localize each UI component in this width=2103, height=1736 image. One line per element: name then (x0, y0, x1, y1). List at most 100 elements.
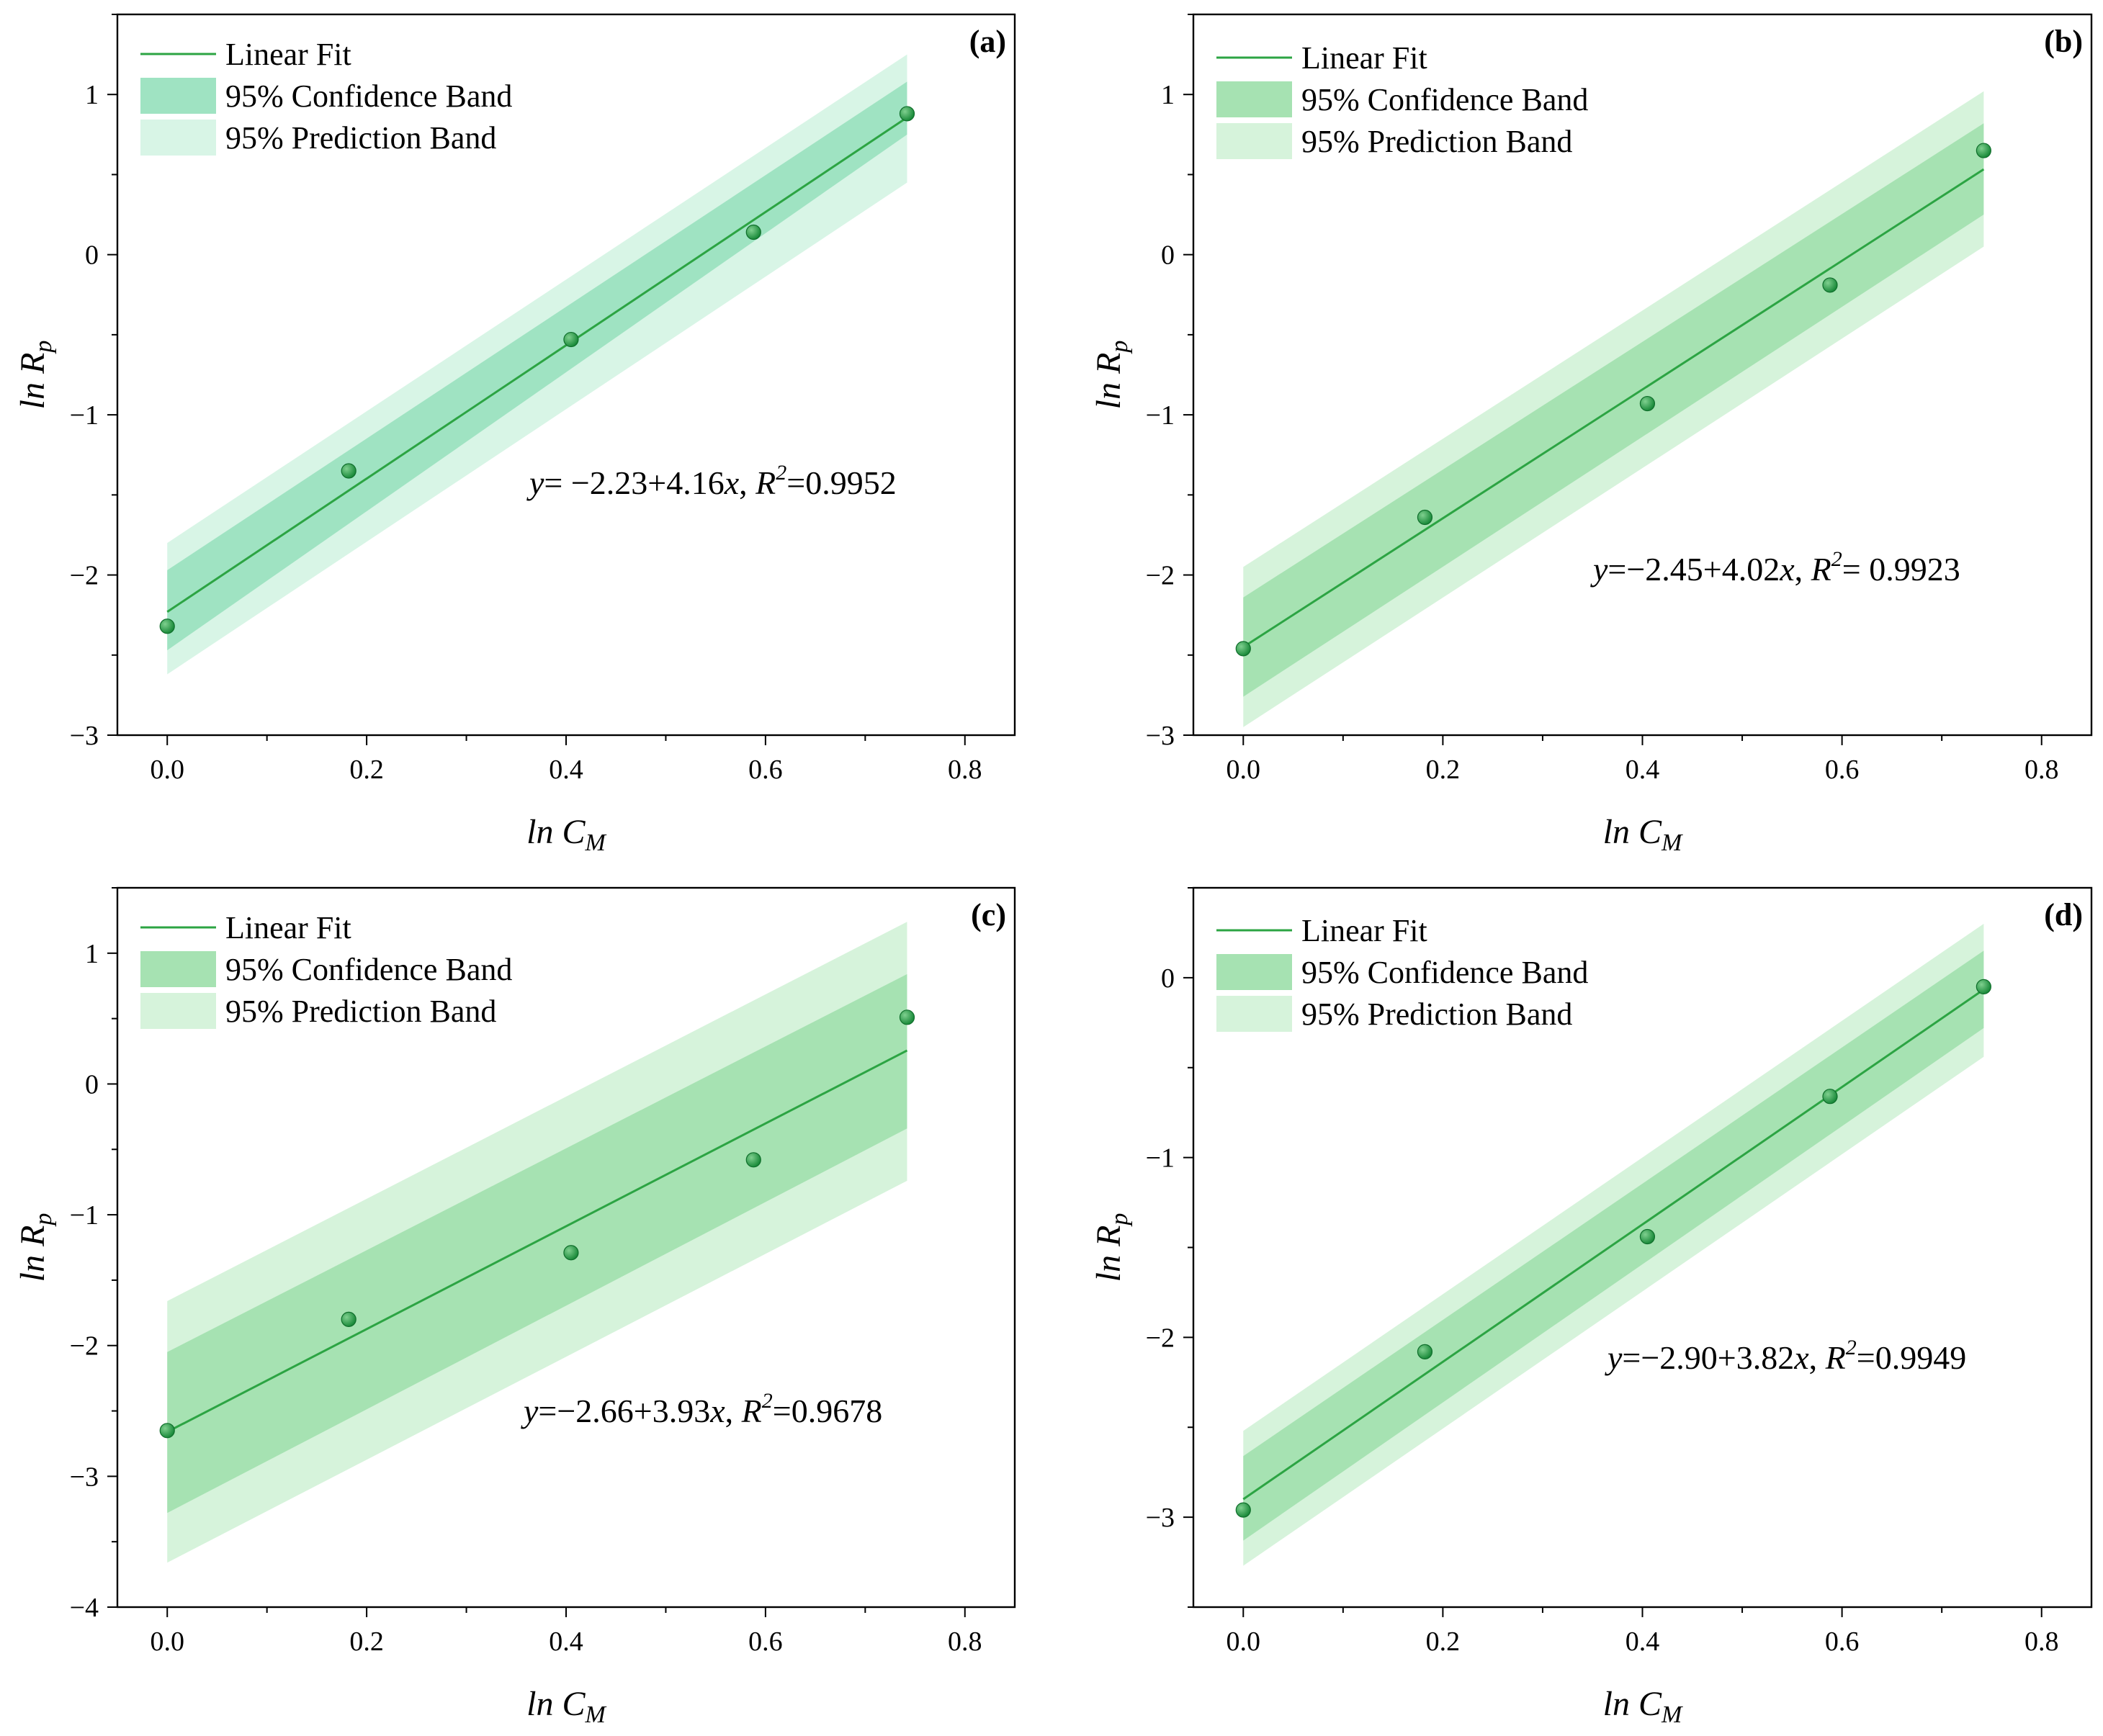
data-point (563, 331, 579, 348)
y-tick-label: 1 (85, 939, 99, 969)
data-point (899, 106, 915, 122)
equation-separator: , (725, 1393, 742, 1429)
x-tick-label: 0.2 (349, 755, 384, 785)
x-tick-label: 0.8 (948, 1627, 982, 1657)
equation-x: x (1793, 1339, 1809, 1376)
equation-x: x (709, 1393, 725, 1429)
y-axis-title: ln Rp (14, 341, 57, 410)
regression-equation: y=−2.66+3.93x, R2=0.9678 (521, 1389, 882, 1429)
legend-prediction-label: 95% Prediction Band (225, 120, 496, 156)
legend-prediction-swatch (1216, 996, 1292, 1032)
y-axis-title-subscript: p (1106, 1213, 1133, 1227)
y-tick-label: 0 (1161, 240, 1175, 271)
regression-equation: y=−2.45+4.02x, R2= 0.9923 (1590, 547, 1960, 588)
y-tick-label: −1 (1146, 1143, 1175, 1174)
x-tick-label: 0.0 (1227, 755, 1261, 785)
fit-line (1242, 168, 1985, 648)
equation-r-squared: =0.9678 (773, 1393, 882, 1429)
x-tick-label: 0.0 (150, 755, 184, 785)
data-point (1639, 395, 1656, 412)
legend-prediction-swatch (140, 120, 216, 156)
y-axis-title-main: ln R (1090, 353, 1128, 410)
x-axis-title: ln CM (1603, 813, 1683, 856)
data-point (1417, 509, 1433, 526)
y-axis-title-main: ln R (14, 353, 52, 410)
legend-prediction-swatch (140, 993, 216, 1029)
fit-line (166, 1049, 908, 1433)
data-point (1639, 1228, 1656, 1245)
data-point (1822, 1089, 1838, 1105)
legend-confidence-label: 95% Confidence Band (225, 952, 512, 987)
legend-fit-label: Linear Fit (225, 910, 351, 945)
y-tick-label: 0 (85, 240, 99, 271)
equation-y: y (1605, 1339, 1623, 1376)
regression-equation: y=−2.90+3.82x, R2=0.9949 (1605, 1336, 1966, 1376)
x-axis-title: ln CM (526, 1685, 606, 1728)
x-axis-title-subscript: M (1661, 829, 1683, 856)
x-tick-label: 0.2 (1426, 1627, 1461, 1657)
equation-coefficients: =−2.66+3.93 (538, 1393, 710, 1429)
equation-r-superscript: 2 (776, 461, 786, 485)
y-tick-label: 0 (1161, 963, 1175, 994)
data-point (341, 463, 357, 479)
legend-prediction-label: 95% Prediction Band (225, 994, 496, 1029)
equation-x: x (724, 464, 740, 501)
x-tick-label: 0.4 (549, 755, 583, 785)
legend-prediction-label: 95% Prediction Band (1301, 124, 1572, 159)
x-axis-title-subscript: M (585, 1701, 607, 1728)
confidence-band (1243, 123, 1984, 697)
equation-x: x (1779, 551, 1795, 588)
legend-confidence-label: 95% Confidence Band (1301, 82, 1588, 117)
legend-confidence-swatch (1216, 954, 1292, 990)
legend-confidence-label: 95% Confidence Band (225, 78, 512, 114)
fit-line (166, 116, 908, 613)
confidence-band (167, 973, 907, 1514)
data-point (899, 1009, 915, 1025)
y-axis-title: ln Rp (14, 1213, 57, 1282)
y-tick-label: −3 (70, 1462, 99, 1492)
y-axis-title: ln Rp (1090, 341, 1133, 410)
y-tick-label: −3 (1146, 721, 1175, 751)
y-tick-label: −1 (70, 1200, 99, 1231)
y-tick-label: −4 (70, 1593, 99, 1623)
equation-coefficients: = −2.23+4.16 (544, 464, 724, 501)
equation-separator: , (1795, 551, 1811, 588)
legend-confidence-label: 95% Confidence Band (1301, 955, 1588, 990)
data-point (745, 1152, 761, 1168)
y-tick-label: −3 (1146, 1503, 1175, 1533)
equation-r-superscript: 2 (1846, 1336, 1857, 1359)
x-tick-label: 0.8 (2024, 1627, 2059, 1657)
x-tick-label: 0.2 (1426, 755, 1461, 785)
legend-confidence-swatch (140, 78, 216, 114)
data-point (1976, 979, 1991, 994)
y-axis-title-subscript: p (30, 1213, 57, 1227)
x-axis-title-main: ln C (1603, 813, 1662, 851)
x-tick-label: 0.6 (748, 755, 783, 785)
legend-fit-label: Linear Fit (1301, 40, 1427, 76)
equation-y: y (521, 1393, 539, 1429)
panel-label: (d) (2044, 897, 2083, 932)
equation-r: R (1825, 1339, 1846, 1376)
panel-label: (c) (971, 897, 1006, 932)
x-axis-title-subscript: M (1661, 1701, 1683, 1728)
y-axis-title-subscript: p (30, 341, 57, 354)
data-point (745, 224, 761, 240)
y-tick-label: 0 (85, 1069, 99, 1099)
x-axis-title: ln CM (1603, 1685, 1683, 1728)
equation-r: R (741, 1393, 762, 1429)
y-tick-label: −3 (70, 721, 99, 751)
fit-line (1242, 989, 1985, 1501)
y-axis-title-main: ln R (1090, 1225, 1128, 1282)
x-axis-title-main: ln C (526, 813, 586, 851)
equation-r-superscript: 2 (1831, 547, 1842, 571)
legend-prediction-swatch (1216, 123, 1292, 159)
equation-r-squared: =0.9949 (1857, 1339, 1966, 1376)
data-point (1417, 1344, 1433, 1359)
y-tick-label: 1 (85, 80, 99, 110)
legend-fit-label: Linear Fit (1301, 913, 1427, 948)
x-tick-label: 0.2 (349, 1627, 384, 1657)
